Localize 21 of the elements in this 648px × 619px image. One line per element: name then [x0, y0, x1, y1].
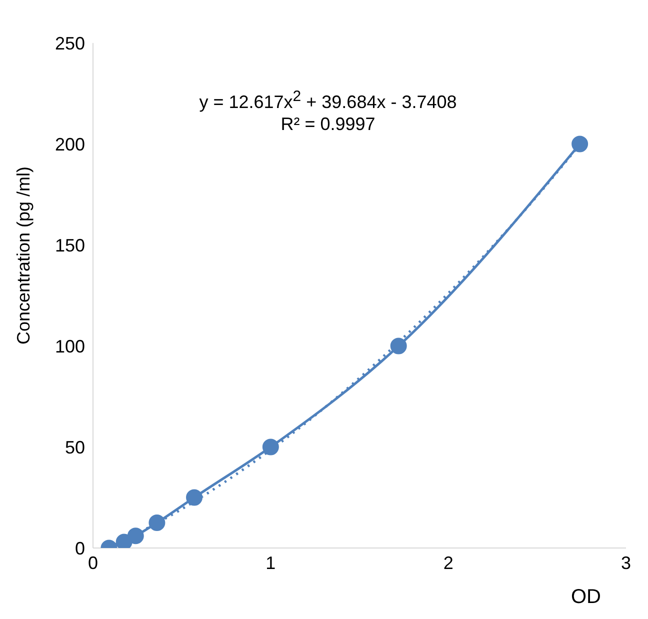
x-tick-label: 3	[620, 552, 632, 573]
x-tick-label: 1	[266, 552, 276, 573]
point	[390, 338, 407, 354]
point	[262, 438, 279, 456]
y-tick-label: 50	[64, 437, 85, 458]
point	[148, 514, 166, 531]
annotation: R² = 0.9997	[280, 113, 376, 135]
y-tick-label: 200	[54, 134, 85, 154]
point	[127, 528, 144, 544]
y-tick-label: 250	[54, 33, 85, 54]
point	[572, 136, 588, 152]
y-tick-label: 150	[54, 235, 85, 256]
point	[116, 534, 132, 548]
y-tick-label: 100	[54, 336, 85, 356]
y-tick-label: 0	[74, 538, 85, 558]
x-axis-title: OD	[571, 586, 601, 608]
x-tick-label: 0	[88, 552, 98, 573]
point	[186, 489, 203, 506]
x-tick-label: 2	[443, 552, 454, 573]
annotation: y = 12.617x$^{2}$ + 39.684x - 3.7408	[198, 87, 458, 113]
y-axis-title: Concentration (pg /ml)	[13, 166, 34, 345]
